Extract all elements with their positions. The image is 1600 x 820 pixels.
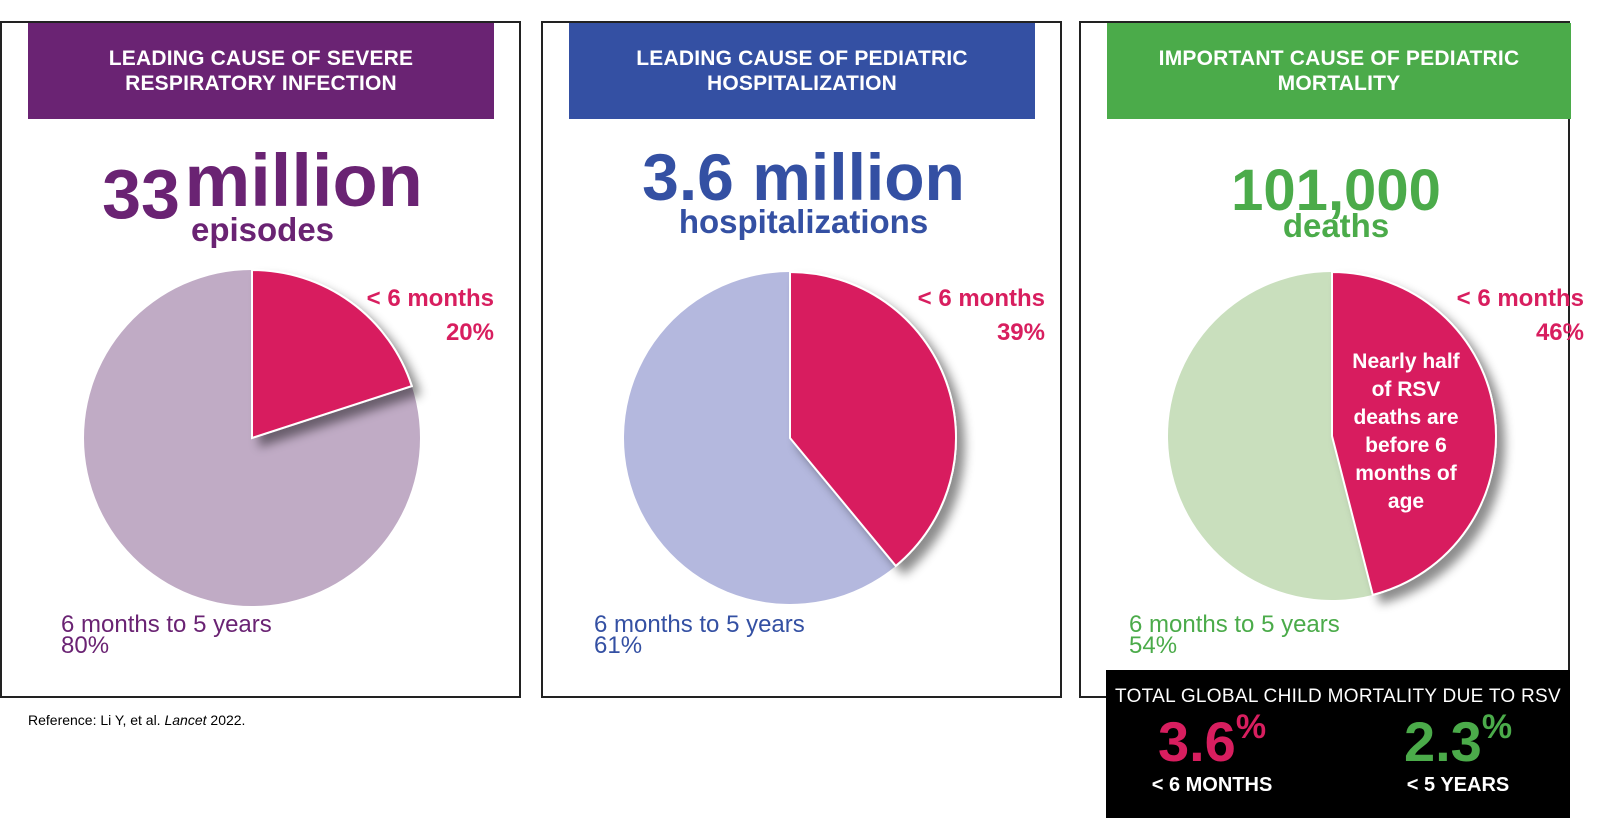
label-older-text: 6 months to 5 years bbox=[594, 611, 805, 638]
banner-hospitalization: LEADING CAUSE OF PEDIATRIC HOSPITALIZATI… bbox=[569, 23, 1035, 119]
label-under-6-months-text: < 6 months bbox=[917, 285, 1045, 312]
panel-hospitalization: LEADING CAUSE OF PEDIATRIC HOSPITALIZATI… bbox=[541, 21, 1062, 698]
unit-label: deaths bbox=[1282, 207, 1390, 244]
label-under-6-months: < 6 months 46% bbox=[1457, 282, 1584, 350]
label-older-value: 61% bbox=[594, 632, 643, 659]
reference-journal: Lancet bbox=[164, 712, 207, 728]
label-under-6-months-value: 39% bbox=[996, 319, 1045, 346]
label-6-months-to-5-years: 6 months to 5 years 54% bbox=[1129, 611, 1340, 659]
panel-infection: LEADING CAUSE OF SEVERE RESPIRATORY INFE… bbox=[0, 21, 521, 698]
annotation-line: before 6 bbox=[1365, 434, 1447, 457]
stat-value: 3.6 bbox=[1157, 710, 1236, 773]
total-title: TOTAL GLOBAL CHILD MORTALITY DUE TO RSV bbox=[1115, 686, 1561, 707]
banner-line-1: IMPORTANT CAUSE OF PEDIATRIC bbox=[1158, 47, 1520, 70]
banner-line-2: RESPIRATORY INFECTION bbox=[125, 72, 397, 95]
panel-mortality: IMPORTANT CAUSE OF PEDIATRIC MORTALITY 1… bbox=[1079, 21, 1571, 698]
label-older-value: 54% bbox=[1129, 632, 1178, 659]
banner-infection: LEADING CAUSE OF SEVERE RESPIRATORY INFE… bbox=[28, 23, 494, 119]
annotation-line: Nearly half bbox=[1352, 350, 1460, 373]
banner-line-2: HOSPITALIZATION bbox=[706, 72, 898, 95]
stat-percent: % bbox=[1235, 708, 1267, 746]
label-under-6-months-value: 46% bbox=[1535, 319, 1584, 346]
annotation-line: age bbox=[1387, 490, 1425, 513]
label-6-months-to-5-years: 6 months to 5 years 61% bbox=[594, 611, 805, 659]
unit-label: hospitalizations bbox=[678, 203, 929, 240]
banner-line-2: MORTALITY bbox=[1277, 72, 1401, 95]
banner-line-1: LEADING CAUSE OF PEDIATRIC bbox=[636, 47, 968, 70]
annotation-line: deaths are bbox=[1353, 406, 1459, 429]
annotation-line: of RSV bbox=[1371, 378, 1441, 401]
label-older-text: 6 months to 5 years bbox=[1129, 611, 1340, 638]
reference: Reference: Li Y, et al. Lancet 2022. bbox=[28, 712, 245, 728]
stat-caption: < 5 YEARS bbox=[1406, 774, 1510, 796]
label-6-months-to-5-years: 6 months to 5 years 80% bbox=[61, 611, 272, 659]
big-number-value: 33 bbox=[102, 155, 180, 233]
pie-annotation: Nearly half of RSV deaths are before 6 month… bbox=[1340, 348, 1472, 516]
reference-prefix: Reference: Li Y, et al. bbox=[28, 712, 165, 728]
stat-caption: < 6 MONTHS bbox=[1151, 774, 1273, 796]
label-older-value: 80% bbox=[61, 632, 110, 659]
stat-under-5-years: 2.3% < 5 YEARS bbox=[1370, 708, 1546, 797]
big-number: 33 million bbox=[2, 131, 523, 252]
banner-mortality: IMPORTANT CAUSE OF PEDIATRIC MORTALITY bbox=[1107, 23, 1571, 119]
stat-under-6-months: 3.6% < 6 MONTHS bbox=[1124, 708, 1300, 797]
stat-value: 2.3 bbox=[1403, 710, 1482, 773]
unit-label: episodes bbox=[190, 211, 335, 248]
label-older-text: 6 months to 5 years bbox=[61, 611, 272, 638]
big-number: 101,000 bbox=[1231, 158, 1441, 223]
annotation-line: months of bbox=[1355, 462, 1457, 485]
banner-line-1: LEADING CAUSE OF SEVERE bbox=[108, 47, 414, 70]
total-mortality-box: TOTAL GLOBAL CHILD MORTALITY DUE TO RSV … bbox=[1106, 670, 1570, 818]
big-number: 3.6 million bbox=[642, 140, 965, 214]
big-number-unit: million bbox=[184, 139, 423, 222]
label-under-6-months: < 6 months 20% bbox=[367, 282, 494, 350]
reference-year: 2022. bbox=[206, 712, 246, 728]
label-under-6-months-value: 20% bbox=[445, 319, 494, 346]
stat-percent: % bbox=[1481, 708, 1513, 746]
label-under-6-months-text: < 6 months bbox=[1456, 285, 1584, 312]
label-under-6-months: < 6 months 39% bbox=[918, 282, 1045, 350]
label-under-6-months-text: < 6 months bbox=[366, 285, 494, 312]
